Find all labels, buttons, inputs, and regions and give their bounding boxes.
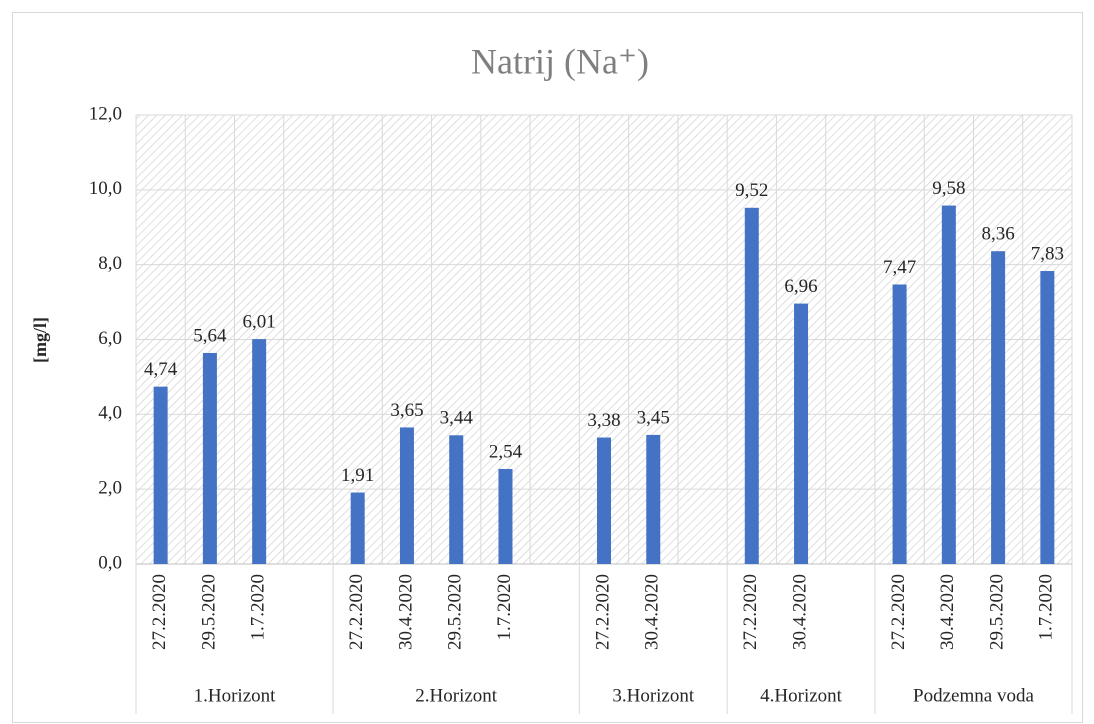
y-tick-label: 10,0 xyxy=(89,178,122,199)
value-label: 3,38 xyxy=(587,410,620,431)
x-tick-label: 29.5.2020 xyxy=(198,574,219,650)
y-tick-label: 6,0 xyxy=(98,328,122,349)
group-label: 4.Horizont xyxy=(760,685,843,706)
x-tick-label: 27.2.2020 xyxy=(592,574,613,650)
value-label: 7,83 xyxy=(1031,243,1064,264)
x-tick-label: 30.4.2020 xyxy=(642,574,663,650)
y-tick-label: 0,0 xyxy=(98,552,122,573)
bar xyxy=(153,386,168,564)
bar xyxy=(252,339,267,564)
x-tick-label: 27.2.2020 xyxy=(149,574,170,650)
value-label: 3,44 xyxy=(440,408,474,429)
value-label: 1,91 xyxy=(341,465,374,486)
bar xyxy=(646,434,661,564)
value-label: 9,58 xyxy=(932,178,965,199)
value-label: 3,65 xyxy=(390,400,423,421)
group-label: Podzemna voda xyxy=(913,685,1034,706)
y-tick-label: 2,0 xyxy=(98,478,122,499)
value-label: 5,64 xyxy=(193,325,227,346)
value-label: 3,45 xyxy=(637,407,670,428)
group-label: 2.Horizont xyxy=(415,685,498,706)
y-tick-label: 12,0 xyxy=(89,103,122,124)
x-tick-label: 29.5.2020 xyxy=(986,574,1007,650)
value-label: 8,36 xyxy=(981,224,1014,245)
bar xyxy=(498,468,513,564)
x-tick-label: 1.7.2020 xyxy=(494,574,515,641)
value-label: 7,47 xyxy=(883,257,916,278)
bar xyxy=(744,207,759,564)
x-tick-label: 1.7.2020 xyxy=(1036,574,1057,641)
bar xyxy=(399,427,414,564)
bar xyxy=(892,284,907,564)
value-label: 2,54 xyxy=(489,441,523,462)
chart-title: Natrij (Na⁺) xyxy=(471,41,649,81)
x-tick-label: 30.4.2020 xyxy=(937,574,958,650)
x-tick-label: 27.2.2020 xyxy=(740,574,761,650)
bar xyxy=(1040,271,1055,564)
bar xyxy=(991,251,1006,565)
bar xyxy=(350,492,365,564)
bar xyxy=(597,437,611,564)
group-label: 1.Horizont xyxy=(194,685,277,706)
x-tick-label: 27.2.2020 xyxy=(346,574,367,650)
y-tick-label: 8,0 xyxy=(98,253,122,274)
x-tick-label: 30.4.2020 xyxy=(395,574,416,650)
x-tick-label: 29.5.2020 xyxy=(445,574,466,650)
value-label: 6,96 xyxy=(784,276,817,297)
bar xyxy=(941,205,956,564)
y-tick-label: 4,0 xyxy=(98,403,122,424)
value-label: 9,52 xyxy=(735,180,768,201)
group-label: 3.Horizont xyxy=(612,685,695,706)
x-tick-label: 1.7.2020 xyxy=(248,574,269,641)
bar xyxy=(202,352,217,564)
y-axis-label: [mg/l] xyxy=(30,317,50,363)
bar xyxy=(794,303,809,564)
x-tick-label: 30.4.2020 xyxy=(789,574,810,650)
value-label: 4,74 xyxy=(144,359,178,380)
value-label: 6,01 xyxy=(243,311,276,332)
x-tick-label: 27.2.2020 xyxy=(888,574,909,650)
bar xyxy=(449,435,464,564)
